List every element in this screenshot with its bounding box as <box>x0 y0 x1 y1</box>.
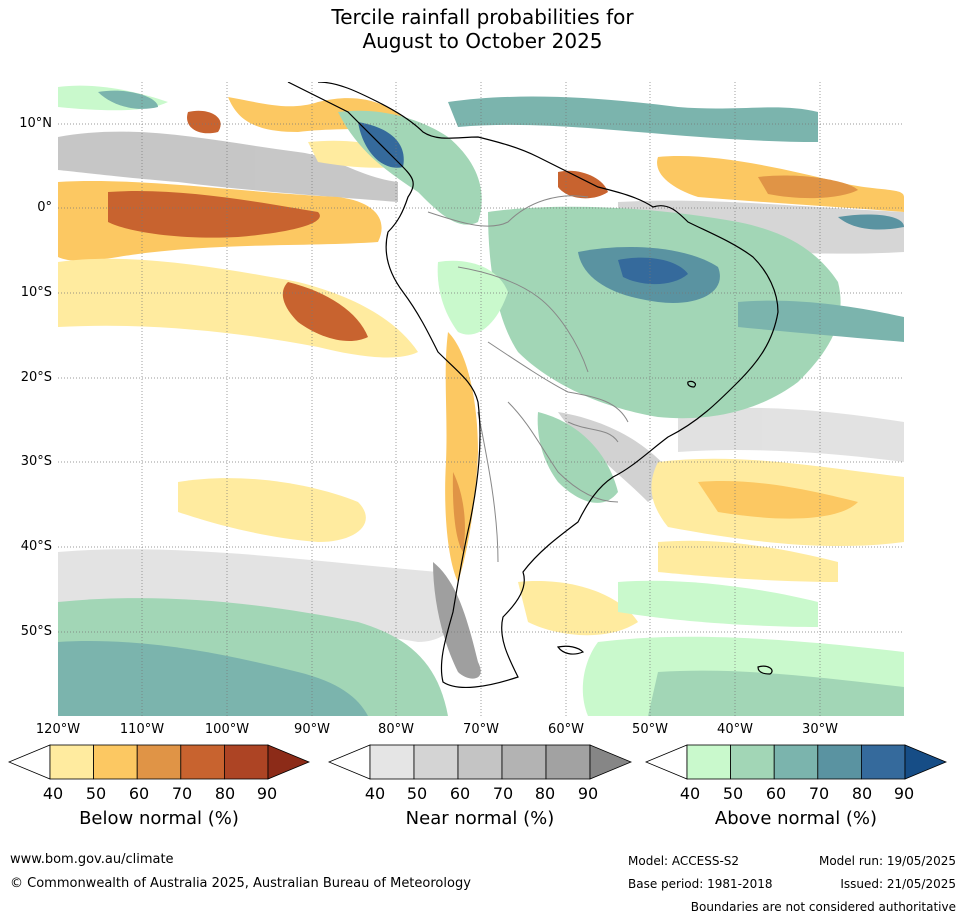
lon-label-30w: 30°W <box>802 722 838 737</box>
near-colorbar-high-arrow <box>589 744 632 780</box>
model-run-text: Model run: 19/05/2025 <box>818 854 956 868</box>
lat-label-0: 0° <box>37 200 52 215</box>
lon-label-90w: 90°W <box>294 722 330 737</box>
map-title-line2: August to October 2025 <box>362 29 603 53</box>
below-colorbar-segment <box>93 744 138 780</box>
near-colorbar-low-arrow <box>328 744 371 780</box>
lat-label-10n: 10°N <box>19 116 52 131</box>
near-colorbar-segment <box>501 744 547 780</box>
above-colorbar-segment <box>817 744 862 780</box>
model-text: Model: ACCESS-S2 <box>628 854 740 868</box>
lat-label-50s: 50°S <box>20 624 52 639</box>
above-tick-60: 60 <box>765 784 787 803</box>
base-period-text: Base period: 1981-2018 <box>628 877 773 891</box>
above-tick-90: 90 <box>893 784 915 803</box>
near-colorbar-segment <box>413 744 459 780</box>
above-tick-40: 40 <box>679 784 701 803</box>
disclaimer-text: Boundaries are not considered authoritat… <box>690 900 956 914</box>
above-colorbar-low-arrow <box>645 744 688 780</box>
near-normal-title: Near normal (%) <box>405 808 555 829</box>
lon-label-40w: 40°W <box>717 722 753 737</box>
above-normal-colorbar <box>645 744 947 780</box>
near-tick-80: 80 <box>534 784 556 803</box>
graticule <box>58 82 904 716</box>
below-tick-90: 90 <box>256 784 278 803</box>
near-tick-40: 40 <box>364 784 386 803</box>
lon-label-80w: 80°W <box>378 722 414 737</box>
above-normal-title: Above normal (%) <box>714 808 878 829</box>
above-normal-areas <box>58 85 904 716</box>
below-tick-50: 50 <box>85 784 107 803</box>
coastline <box>287 82 779 688</box>
near-tick-50: 50 <box>406 784 428 803</box>
copyright-text: © Commonwealth of Australia 2025, Austra… <box>10 876 471 891</box>
below-tick-60: 60 <box>128 784 150 803</box>
map-title-line1: Tercile rainfall probabilities for <box>331 5 634 29</box>
below-tick-80: 80 <box>214 784 236 803</box>
near-normal-colorbar <box>328 744 632 780</box>
below-colorbar-segment <box>180 744 225 780</box>
below-colorbar-segment <box>223 744 269 780</box>
above-tick-80: 80 <box>851 784 873 803</box>
lat-label-30s: 30°S <box>20 454 52 469</box>
above-colorbar-segment <box>730 744 775 780</box>
lat-label-10s: 10°S <box>20 285 52 300</box>
above-colorbar-segment <box>860 744 906 780</box>
near-tick-60: 60 <box>449 784 471 803</box>
rainfall-probability-map <box>58 82 904 716</box>
website-link[interactable]: www.bom.gov.au/climate <box>10 852 174 867</box>
below-normal-areas <box>58 97 904 636</box>
below-colorbar-segment <box>49 744 94 780</box>
country-borders <box>427 195 629 563</box>
lon-label-70w: 70°W <box>463 722 499 737</box>
above-colorbar-segment <box>773 744 819 780</box>
above-colorbar-high-arrow <box>904 744 947 780</box>
lon-label-100w: 100°W <box>204 722 250 737</box>
issued-text: Issued: 21/05/2025 <box>840 877 956 891</box>
lon-label-50w: 50°W <box>632 722 668 737</box>
below-tick-70: 70 <box>171 784 193 803</box>
above-tick-70: 70 <box>808 784 830 803</box>
below-normal-colorbar <box>8 744 310 780</box>
below-normal-title: Below normal (%) <box>79 808 239 829</box>
lat-label-40s: 40°S <box>20 539 52 554</box>
below-colorbar-high-arrow <box>267 744 310 780</box>
near-colorbar-segment <box>457 744 503 780</box>
lat-label-20s: 20°S <box>20 370 52 385</box>
lon-label-60w: 60°W <box>548 722 584 737</box>
lon-label-120w: 120°W <box>35 722 81 737</box>
below-colorbar-low-arrow <box>8 744 51 780</box>
near-tick-70: 70 <box>492 784 514 803</box>
lon-label-110w: 110°W <box>119 722 165 737</box>
near-tick-90: 90 <box>577 784 599 803</box>
near-colorbar-segment <box>369 744 415 780</box>
map-canvas <box>58 82 904 716</box>
below-tick-40: 40 <box>42 784 64 803</box>
above-tick-50: 50 <box>722 784 744 803</box>
near-colorbar-segment <box>545 744 591 780</box>
above-colorbar-segment <box>686 744 731 780</box>
below-colorbar-segment <box>136 744 182 780</box>
